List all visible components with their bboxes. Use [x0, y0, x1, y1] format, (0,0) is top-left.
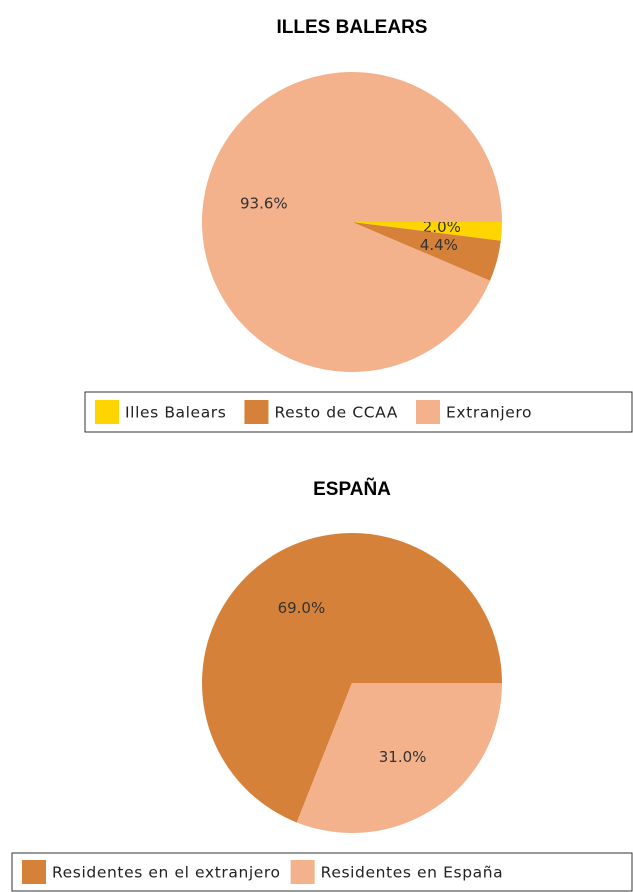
slice-label: 69.0% — [278, 599, 326, 617]
slice-label: 31.0% — [379, 748, 427, 766]
slice-label: 2.0% — [423, 218, 461, 236]
legend-swatch — [290, 860, 315, 884]
legend-box — [11, 852, 633, 892]
legend-box — [84, 391, 633, 433]
chart-title: ILLES BALEARS — [277, 17, 428, 38]
legend-swatch — [244, 400, 269, 424]
legend-label: Resto de CCAA — [274, 404, 398, 422]
legend-swatch — [416, 400, 441, 424]
legend-swatch — [22, 860, 46, 884]
pie-slice — [352, 222, 501, 281]
chart-title: ESPAÑA — [313, 478, 391, 500]
legend-label: Illes Balears — [125, 404, 226, 422]
slice-label: 93.6% — [240, 195, 288, 213]
pie-slice — [296, 683, 502, 834]
pie-slice — [352, 222, 502, 241]
legend-label: Extranjero — [446, 404, 532, 422]
pie-slice — [202, 533, 502, 823]
legend-swatch — [95, 400, 119, 424]
pie-slice — [202, 71, 502, 372]
legend-label: Residentes en España — [321, 864, 504, 882]
slice-label: 4.4% — [420, 236, 458, 254]
legend-label: Residentes en el extranjero — [52, 864, 281, 882]
